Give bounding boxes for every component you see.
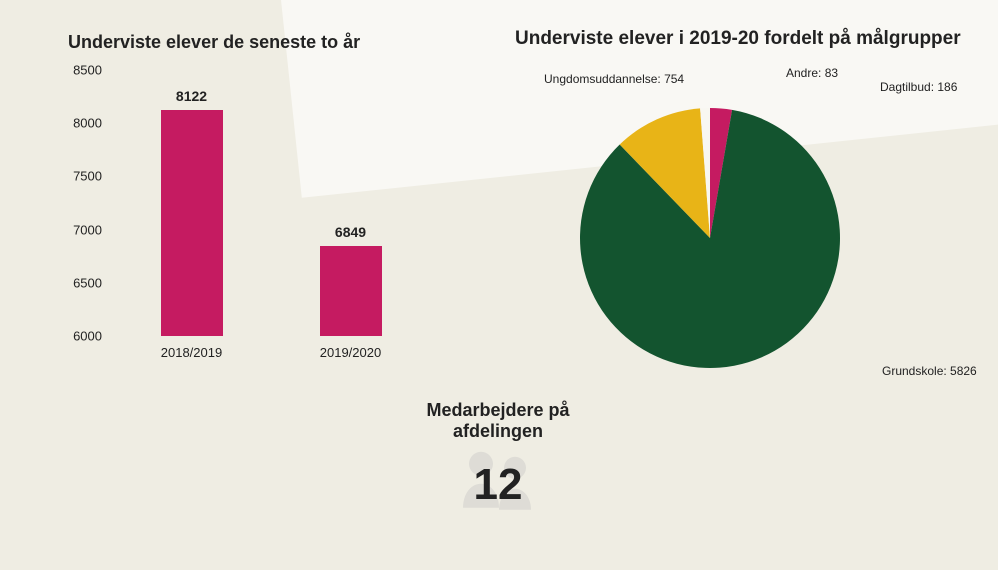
bar-value-label: 6849 — [320, 224, 382, 240]
bar-ytick: 7500 — [73, 169, 102, 184]
staff-count-value: 12 — [474, 460, 523, 509]
bar-value-label: 8122 — [161, 88, 223, 104]
pie-label: Grundskole: 5826 — [882, 364, 977, 378]
staff-count: 12 — [474, 460, 523, 510]
bar: 6849 — [320, 246, 382, 336]
bar-x-label: 2019/2020 — [291, 345, 411, 360]
bar: 8122 — [161, 110, 223, 336]
staff-title: Medarbejdere på afdelingen — [368, 400, 628, 442]
staff-title-l2: afdelingen — [453, 421, 543, 441]
bar-ytick: 8000 — [73, 116, 102, 131]
bar-chart-title: Underviste elever de seneste to år — [68, 32, 360, 53]
bar-fill — [320, 246, 382, 336]
pie-label: Ungdomsuddannelse: 754 — [544, 72, 684, 86]
staff-block: Medarbejdere på afdelingen 12 — [368, 400, 628, 510]
bar-ytick: 8500 — [73, 63, 102, 78]
pie-label: Dagtilbud: 186 — [880, 80, 957, 94]
bar-ytick: 6000 — [73, 329, 102, 344]
bar-chart: 600065007000750080008500 81226849 2018/2… — [60, 70, 430, 360]
pie-chart-title: Underviste elever i 2019-20 fordelt på m… — [515, 28, 961, 50]
pie-chart: Dagtilbud: 186Grundskole: 5826Ungdomsudd… — [560, 78, 860, 378]
bar-plot-area: 8122 6849 — [112, 70, 430, 336]
bar-ytick: 6500 — [73, 275, 102, 290]
pie-svg — [560, 78, 860, 378]
bar-fill — [161, 110, 223, 336]
bar-ytick: 7000 — [73, 222, 102, 237]
bar-x-label: 2018/2019 — [132, 345, 252, 360]
staff-title-l1: Medarbejdere på — [426, 400, 569, 420]
pie-label: Andre: 83 — [786, 66, 838, 80]
bar-y-axis: 600065007000750080008500 — [60, 70, 110, 336]
